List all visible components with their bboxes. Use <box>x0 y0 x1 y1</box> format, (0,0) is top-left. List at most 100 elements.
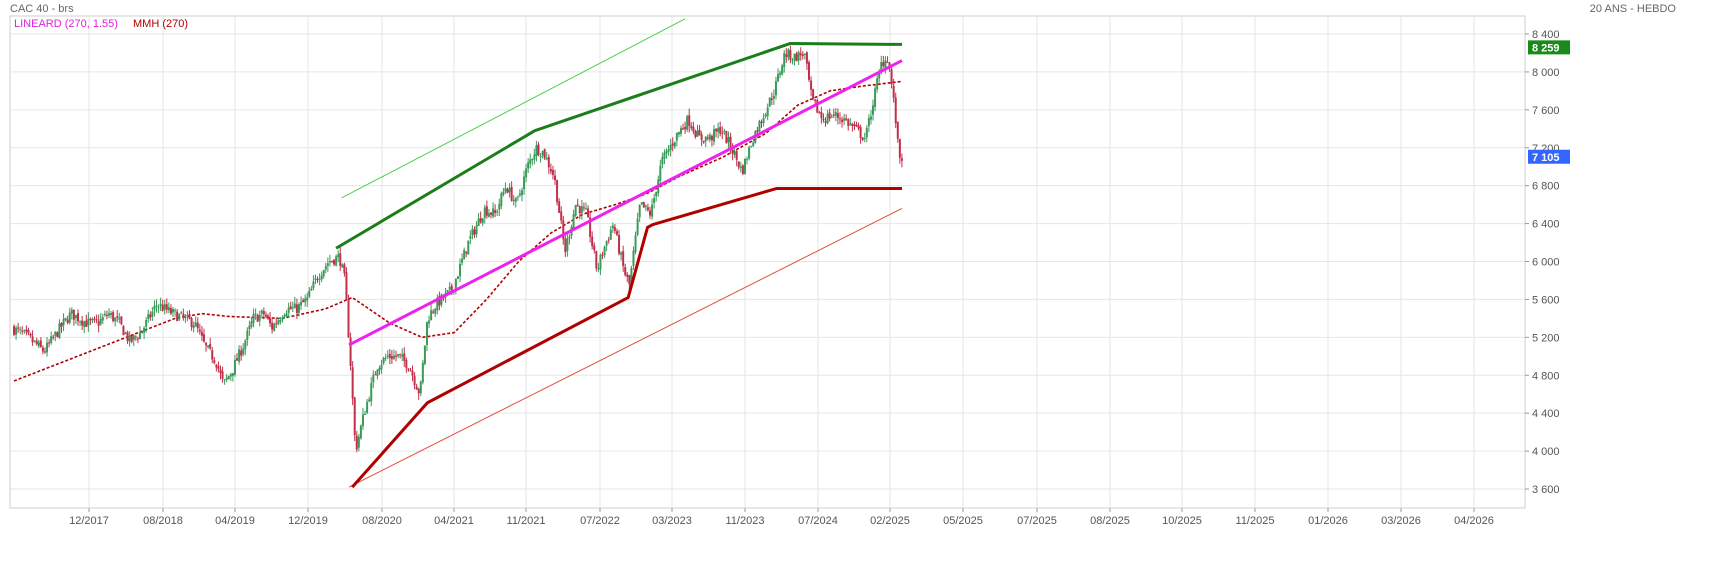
candle-body <box>118 317 121 320</box>
candle-body <box>198 329 201 332</box>
candle-body <box>312 281 315 289</box>
candle-body <box>611 225 614 229</box>
candle-body <box>770 98 773 100</box>
x-tick-label: 04/2026 <box>1454 515 1494 527</box>
candles-layer <box>13 45 903 453</box>
candle-body <box>696 130 699 137</box>
candle-body <box>269 318 272 324</box>
candle-body <box>661 157 664 165</box>
candle-body <box>832 114 835 116</box>
x-tick-label: 07/2022 <box>580 515 620 527</box>
candle-body <box>826 113 829 124</box>
candle-body <box>43 351 46 353</box>
candle-body <box>151 311 154 317</box>
candle-body <box>857 125 860 129</box>
candle-body <box>851 123 854 127</box>
candle-body <box>700 134 703 141</box>
candle-body <box>485 206 488 216</box>
candle-body <box>380 364 383 369</box>
y-tick-label: 8 000 <box>1532 67 1560 79</box>
candle-body <box>836 113 839 118</box>
candle-body <box>880 62 883 72</box>
candle-body <box>865 127 868 138</box>
candle-body <box>838 118 841 120</box>
candle-body <box>531 159 534 161</box>
candle-body <box>717 127 720 133</box>
legend: LINEARD (270, 1.55) MMH (270) <box>14 18 200 30</box>
support-line <box>351 187 902 489</box>
candle-body <box>494 210 497 213</box>
candle-body <box>859 127 862 138</box>
candle-body <box>764 114 767 117</box>
candle-body <box>347 299 350 338</box>
candle-body <box>651 204 654 217</box>
candle-body <box>213 360 216 363</box>
candle-body <box>343 264 346 274</box>
candle-body <box>498 204 501 210</box>
candle-body <box>83 321 86 328</box>
x-tick-label: 04/2019 <box>215 515 255 527</box>
candle-body <box>556 179 559 203</box>
candle-body <box>330 260 333 262</box>
candle-body <box>659 165 662 181</box>
candle-body <box>122 325 125 336</box>
y-tick-label: 4 000 <box>1532 446 1560 458</box>
candle-body <box>221 371 224 379</box>
candle-body <box>595 250 598 269</box>
x-tick-label: 04/2021 <box>434 515 474 527</box>
candle-body <box>50 336 53 344</box>
candle-body <box>461 258 464 263</box>
candle-body <box>97 321 100 326</box>
candle-body <box>176 311 179 322</box>
candle-body <box>506 189 509 193</box>
candle-body <box>107 313 110 316</box>
candle-body <box>475 225 478 235</box>
candle-body <box>648 210 651 216</box>
candle-body <box>388 353 391 358</box>
resistance-value-badge: 8 259 <box>1532 42 1560 54</box>
candle-body <box>803 53 806 55</box>
candle-body <box>376 369 379 376</box>
y-tick-label: 8 400 <box>1532 29 1560 41</box>
candle-body <box>535 145 538 156</box>
candle-body <box>169 308 172 314</box>
candle-body <box>386 355 389 357</box>
candle-body <box>599 254 602 270</box>
candle-body <box>205 342 208 346</box>
candle-body <box>46 342 49 353</box>
candle-body <box>236 358 239 361</box>
candle-body <box>417 388 420 394</box>
candle-body <box>774 81 777 96</box>
candle-body <box>153 305 156 311</box>
candle-body <box>13 326 15 335</box>
candle-body <box>240 350 243 356</box>
candle-body <box>101 317 104 321</box>
candle-body <box>766 107 769 116</box>
candle-body <box>413 375 416 386</box>
candle-body <box>613 227 616 231</box>
candle-body <box>141 331 144 334</box>
candle-body <box>787 49 790 58</box>
candle-body <box>324 266 327 270</box>
candle-body <box>824 121 827 123</box>
candle-body <box>781 65 784 75</box>
candle-body <box>793 53 796 61</box>
candle-body <box>646 207 649 211</box>
candle-body <box>227 376 230 380</box>
candle-body <box>655 192 658 197</box>
candle-body <box>335 256 338 266</box>
candle-body <box>33 340 36 342</box>
candle-body <box>601 254 604 256</box>
candle-body <box>772 95 775 99</box>
x-tick-label: 10/2025 <box>1162 515 1202 527</box>
candle-body <box>304 298 307 303</box>
candle-body <box>752 142 755 146</box>
candle-body <box>252 314 255 323</box>
candle-body <box>459 263 462 277</box>
candle-body <box>551 170 554 175</box>
candle-body <box>558 201 561 213</box>
candle-body <box>500 193 503 206</box>
candle-body <box>516 196 519 198</box>
candle-body <box>615 231 618 235</box>
